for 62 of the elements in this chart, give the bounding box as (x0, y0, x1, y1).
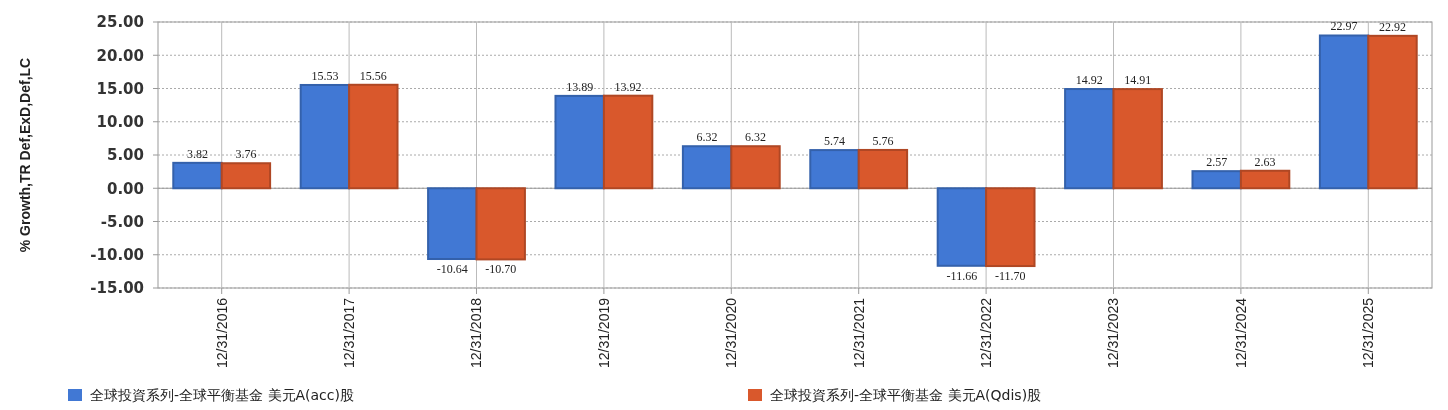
y-tick-label: 20.00 (96, 46, 144, 65)
bar (220, 162, 272, 190)
y-tick-label: -15.00 (90, 279, 144, 298)
data-label: 6.32 (745, 130, 767, 145)
bar (172, 161, 223, 190)
legend-label: 全球投資系列-全球平衡基金 美元A(acc)股 (90, 387, 354, 403)
data-label: 2.63 (1254, 154, 1276, 169)
y-tick-label: -5.00 (100, 212, 144, 231)
y-tick-label: 15.00 (96, 79, 144, 98)
data-label: -11.66 (946, 268, 978, 283)
data-label: 22.92 (1379, 19, 1407, 34)
data-label: -10.64 (436, 262, 468, 277)
data-label: 3.82 (186, 146, 208, 161)
x-tick-label: 12/31/2017 (341, 297, 357, 369)
data-label: 6.32 (696, 130, 718, 145)
bar (475, 187, 526, 261)
y-tick-label: -10.00 (90, 246, 144, 264)
data-label: 13.92 (614, 79, 642, 94)
data-label: 13.89 (566, 79, 594, 94)
bar (1239, 169, 1291, 190)
data-label: 22.97 (1330, 19, 1358, 34)
data-label: -10.70 (485, 262, 517, 277)
bar (936, 187, 988, 267)
bar (985, 187, 1036, 268)
bar (427, 187, 478, 261)
data-label: 14.91 (1124, 73, 1152, 88)
x-tick-label: 12/31/2018 (468, 297, 485, 369)
x-tick-label: 12/31/2024 (1232, 297, 1249, 369)
y-axis-title: % Growth,TR Def,ExD,Def,LC (17, 57, 33, 253)
bar (730, 145, 781, 190)
bar (299, 83, 351, 190)
data-label: 3.76 (235, 147, 257, 162)
bar (857, 148, 909, 190)
bar (1318, 34, 1370, 190)
x-tick-label: 12/31/2025 (1360, 297, 1377, 369)
data-label: 14.92 (1075, 73, 1103, 88)
y-tick-label: 5.00 (106, 146, 144, 165)
x-tick-label: 12/31/2016 (213, 297, 230, 369)
data-label: 2.57 (1206, 155, 1228, 170)
bar (554, 94, 605, 190)
x-tick-label: 12/31/2021 (850, 297, 867, 369)
y-tick-label: 10.00 (96, 113, 144, 131)
x-tick-label: 12/31/2020 (723, 297, 740, 369)
data-label: 5.74 (823, 134, 845, 149)
bar (602, 94, 654, 190)
bar (348, 83, 399, 190)
legend-label: 全球投資系列-全球平衡基金 美元A(Qdis)股 (770, 387, 1042, 403)
x-tick-label: 12/31/2022 (978, 297, 994, 369)
data-label: 5.76 (872, 133, 894, 148)
y-tick-label: 0.00 (106, 179, 144, 198)
x-tick-label: 12/31/2023 (1105, 297, 1122, 369)
bar (1191, 170, 1242, 190)
data-label: -11.70 (995, 269, 1026, 284)
bar (1064, 88, 1115, 190)
data-label: 15.53 (311, 68, 339, 83)
bar (681, 145, 733, 190)
x-tick-label: 12/31/2019 (595, 297, 612, 369)
bar (1367, 34, 1418, 190)
data-label: 15.56 (359, 68, 387, 83)
y-tick-label: 25.00 (96, 13, 144, 32)
bar (1112, 88, 1163, 190)
bar (809, 149, 860, 190)
